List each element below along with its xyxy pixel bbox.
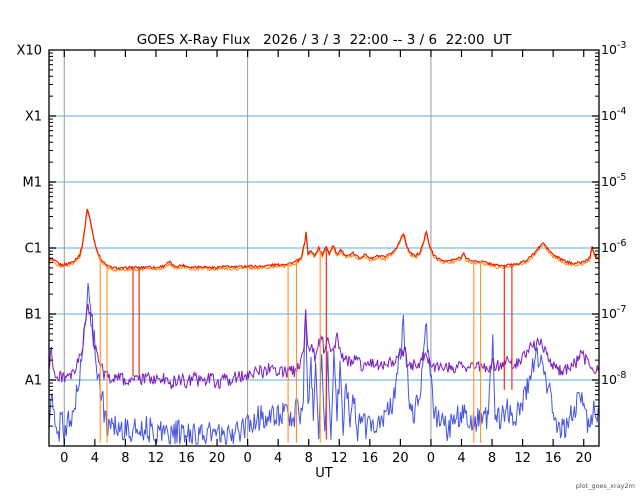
x-tick-label: 20	[575, 451, 592, 466]
x-tick-label: 16	[178, 451, 195, 466]
y-right-label-1e-4: 10-4	[601, 106, 626, 123]
x-tick-label: 12	[148, 451, 165, 466]
series-xray-long-primary	[48, 208, 600, 270]
x-tick-label: 4	[274, 451, 282, 466]
x-tick-label: 20	[392, 451, 409, 466]
series-xray-short-secondary	[48, 303, 600, 390]
chart-title: GOES X-Ray Flux 2026 / 3 / 3 22:00 -- 3 …	[136, 32, 512, 48]
x-tick-label: 4	[91, 451, 99, 466]
y-right-label-1e-3: 10-3	[601, 40, 626, 57]
series-xray-long-secondary	[48, 209, 600, 273]
x-tick-label: 0	[60, 451, 68, 466]
x-tick-label: 8	[305, 451, 313, 466]
x-tick-label: 20	[209, 451, 226, 466]
plot-script-name: plot_goes_xray2m	[575, 482, 635, 490]
y-right-label-1e-5: 10-5	[601, 172, 626, 189]
y-left-label-X1: X1	[25, 110, 42, 125]
x-tick-label: 16	[362, 451, 379, 466]
series-xray-short-primary	[48, 283, 600, 446]
x-tick-label: 8	[121, 451, 129, 466]
y-left-label-A1: A1	[25, 374, 42, 389]
y-right-label-1e-6: 10-6	[601, 238, 626, 255]
x-axis-title: UT	[315, 466, 333, 481]
y-left-label-M1: M1	[23, 176, 43, 191]
x-tick-label: 12	[331, 451, 348, 466]
x-tick-label: 16	[545, 451, 562, 466]
x-tick-label: 8	[488, 451, 496, 466]
y-left-label-C1: C1	[25, 242, 42, 257]
y-right-label-1e-7: 10-7	[601, 304, 626, 321]
y-right-label-1e-8: 10-8	[601, 370, 626, 387]
x-tick-label: 0	[243, 451, 251, 466]
y-left-label-X10: X10	[17, 44, 42, 59]
x-tick-label: 0	[427, 451, 435, 466]
y-left-label-B1: B1	[25, 308, 42, 323]
x-tick-label: 4	[457, 451, 465, 466]
x-tick-label: 12	[514, 451, 531, 466]
